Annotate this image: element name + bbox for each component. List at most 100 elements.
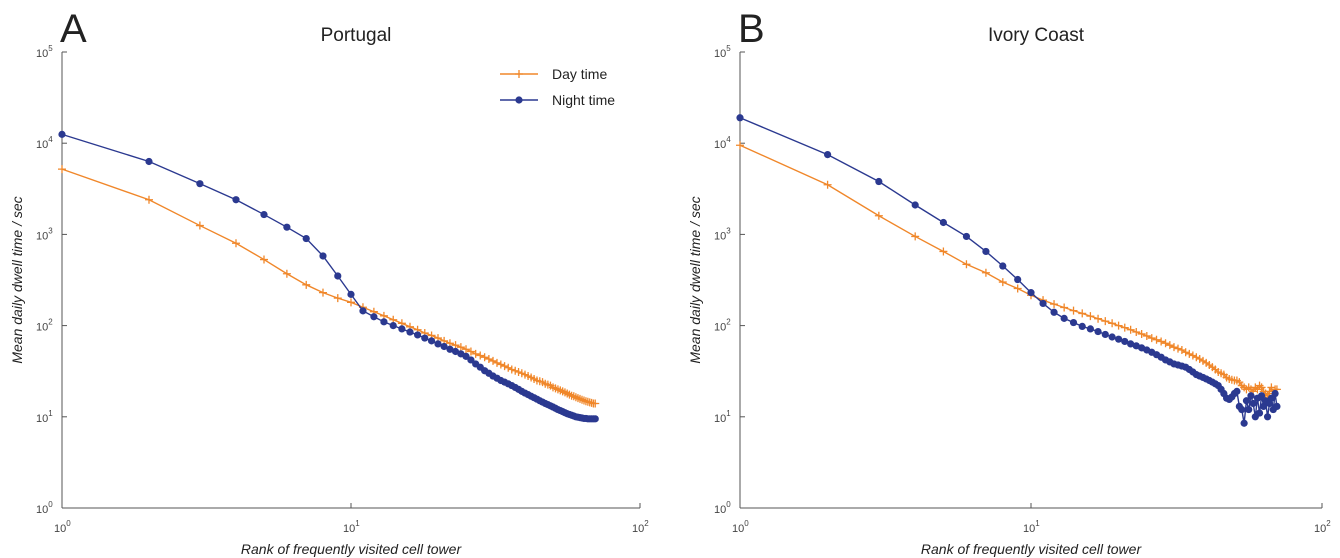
- day-marker: [939, 247, 948, 256]
- day-marker: [484, 355, 493, 364]
- night-marker: [427, 337, 436, 345]
- night-marker: [736, 114, 744, 122]
- tick-exponent: 0: [744, 519, 749, 528]
- night-marker: [1260, 402, 1268, 411]
- panel-label: B: [738, 7, 765, 51]
- tick-base: 10: [36, 48, 48, 60]
- day-marker: [736, 141, 744, 150]
- day-marker: [1013, 284, 1022, 293]
- tick-base: 10: [714, 413, 726, 425]
- day-marker: [1132, 328, 1141, 337]
- night-marker: [370, 313, 378, 321]
- day-marker: [456, 343, 465, 352]
- night-marker: [283, 223, 291, 231]
- day-marker: [489, 356, 498, 365]
- day-marker: [462, 345, 471, 354]
- day-marker: [1188, 351, 1197, 360]
- night-marker: [1257, 392, 1266, 400]
- night-marker: [319, 252, 327, 260]
- tick-base: 10: [343, 523, 355, 535]
- tick-base: 10: [714, 139, 726, 151]
- day-marker: [471, 349, 480, 358]
- tick-exponent: 2: [726, 318, 731, 327]
- night-marker: [1255, 409, 1264, 417]
- night-marker: [462, 352, 470, 360]
- tick-exponent: 0: [726, 500, 731, 509]
- day-marker: [1078, 309, 1087, 318]
- y-tick-label: 102: [36, 318, 53, 334]
- night-marker: [347, 290, 355, 298]
- day-marker: [578, 395, 587, 404]
- tick-base: 10: [36, 413, 48, 425]
- day-marker: [195, 221, 204, 230]
- day-marker: [1114, 321, 1123, 330]
- y-tick-label: 104: [714, 135, 731, 151]
- day-marker: [1069, 306, 1078, 315]
- y-tick-label: 100: [36, 500, 53, 516]
- day-marker: [962, 260, 971, 269]
- day-marker: [282, 269, 291, 278]
- day-marker: [576, 394, 585, 403]
- night-marker: [58, 130, 66, 138]
- x-tick-label: 102: [1314, 519, 1331, 535]
- night-marker: [1240, 419, 1248, 427]
- night-marker: [1014, 275, 1022, 284]
- night-marker: [1114, 335, 1123, 343]
- night-marker: [1238, 405, 1246, 414]
- day-marker: [500, 362, 509, 371]
- tick-base: 10: [36, 322, 48, 334]
- legend-label: Night time: [552, 92, 615, 108]
- night-marker: [999, 262, 1007, 270]
- night-marker: [359, 307, 367, 315]
- y-tick-label: 102: [714, 318, 731, 334]
- day-marker: [58, 165, 66, 174]
- day-marker: [1152, 335, 1161, 344]
- tick-base: 10: [714, 504, 726, 516]
- day-marker: [318, 288, 327, 297]
- day-marker: [1169, 343, 1178, 352]
- day-marker: [1267, 383, 1276, 392]
- y-tick-label: 105: [36, 44, 53, 60]
- y-tick-label: 101: [714, 409, 731, 425]
- night-marker: [515, 96, 523, 104]
- night-marker: [413, 331, 422, 339]
- tick-exponent: 5: [726, 44, 731, 53]
- day-marker: [504, 363, 513, 372]
- day-marker: [347, 298, 355, 307]
- day-marker: [1050, 300, 1059, 309]
- night-marker: [446, 345, 454, 353]
- night-marker: [1121, 337, 1129, 346]
- x-tick-label: 102: [632, 519, 649, 535]
- tick-base: 10: [1314, 523, 1326, 535]
- day-marker: [507, 365, 516, 374]
- tick-exponent: 1: [355, 519, 360, 528]
- series-line: [61, 133, 596, 420]
- y-tick-label: 103: [714, 226, 731, 242]
- night-marker: [1039, 299, 1047, 308]
- tick-base: 10: [732, 523, 744, 535]
- day-marker: [333, 294, 342, 303]
- day-marker: [144, 195, 153, 204]
- y-axis-label: Mean daily dwell time / sec: [687, 196, 703, 363]
- night-marker: [1245, 405, 1253, 414]
- night-marker: [196, 180, 204, 188]
- night-marker: [1249, 399, 1257, 408]
- day-marker: [515, 70, 523, 78]
- day-marker: [1174, 344, 1182, 353]
- night-marker: [1069, 318, 1078, 327]
- day-marker: [579, 396, 588, 405]
- y-tick-label: 104: [36, 135, 53, 151]
- night-marker: [982, 247, 990, 256]
- tick-base: 10: [632, 523, 644, 535]
- night-marker: [1086, 325, 1094, 333]
- day-marker: [496, 360, 505, 369]
- day-marker: [1094, 314, 1103, 323]
- day-marker: [511, 366, 520, 375]
- night-marker: [1060, 314, 1068, 322]
- x-tick-label: 101: [343, 519, 360, 535]
- night-marker: [1271, 389, 1279, 398]
- day-marker: [911, 232, 920, 241]
- tick-exponent: 1: [726, 409, 731, 418]
- day-marker: [1120, 323, 1129, 332]
